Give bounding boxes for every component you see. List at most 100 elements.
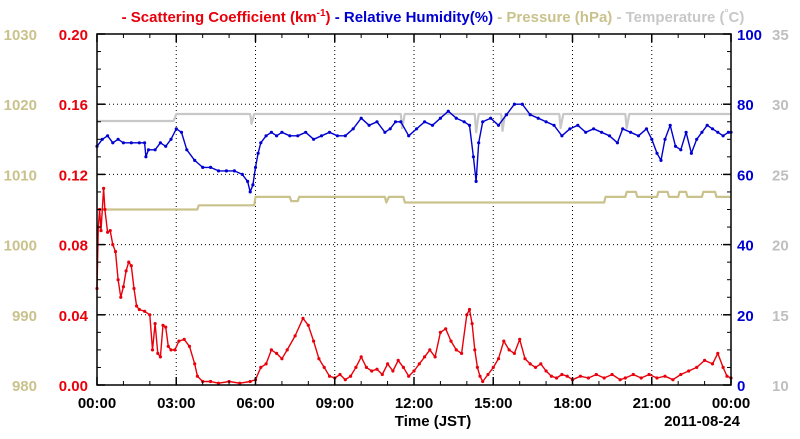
data-point-humidity [512, 102, 517, 106]
data-point-humidity [121, 141, 125, 145]
data-point-scattering [428, 348, 432, 352]
data-point-humidity [280, 130, 284, 134]
data-point-humidity [100, 137, 104, 141]
humidity-tick-label-5: 100 [737, 27, 762, 44]
data-point-humidity [275, 134, 279, 138]
data-point-scattering [116, 278, 120, 282]
data-point-humidity [216, 169, 221, 173]
data-point-humidity [568, 127, 572, 131]
temperature-tick-label-2: 20 [772, 238, 789, 255]
data-point-scattering [158, 355, 162, 359]
data-point-scattering [248, 379, 252, 384]
x-tick-label-2: 06:00 [236, 395, 274, 412]
data-point-scattering [539, 362, 543, 366]
x-tick-label-7: 21:00 [633, 395, 671, 412]
pressure-tick-label-3: 1010 [4, 167, 37, 184]
data-point-humidity [269, 130, 273, 134]
data-point-scattering [623, 376, 627, 380]
data-point-scattering [343, 378, 347, 382]
scattering-tick-label-0: 0.00 [59, 378, 88, 395]
data-point-scattering [150, 348, 155, 352]
data-point-scattering [280, 357, 284, 361]
data-point-scattering [716, 351, 720, 355]
data-point-humidity [629, 130, 633, 134]
data-point-humidity [343, 134, 347, 138]
title-part-5: - Temperature ( [616, 9, 724, 26]
data-point-scattering [380, 372, 384, 377]
data-point-humidity [153, 148, 157, 152]
series-temperature [97, 112, 731, 134]
data-point-scattering [375, 367, 379, 371]
data-point-humidity [174, 127, 178, 131]
data-point-scattering [264, 362, 268, 366]
data-point-humidity [201, 165, 205, 169]
data-point-humidity [246, 179, 250, 183]
data-point-scattering [460, 351, 464, 355]
data-point-scattering [177, 339, 181, 343]
data-point-scattering [549, 374, 554, 378]
data-point-humidity [584, 130, 588, 134]
title-part-6: ° [725, 8, 729, 19]
data-point-scattering [108, 229, 112, 233]
data-point-scattering [193, 362, 197, 366]
data-point-humidity [375, 120, 379, 124]
data-point-scattering [312, 339, 316, 343]
x-axis-label: Time (JST) [395, 413, 471, 430]
data-point-humidity [700, 130, 704, 134]
pressure-tick-label-2: 1000 [4, 238, 37, 255]
data-point-scattering [710, 362, 715, 366]
data-point-scattering [285, 348, 289, 352]
data-point-scattering [518, 337, 522, 341]
data-point-scattering [528, 362, 532, 366]
data-point-humidity [359, 116, 363, 120]
data-point-humidity [504, 113, 509, 117]
data-point-humidity [367, 123, 371, 127]
data-point-scattering [169, 348, 173, 352]
title-part-7: C) [729, 9, 745, 26]
data-point-scattering [195, 374, 199, 378]
data-point-scattering [364, 365, 368, 369]
data-point-humidity [650, 137, 654, 141]
data-point-humidity [528, 113, 532, 117]
data-point-scattering [491, 365, 495, 369]
data-point-scattering [475, 365, 479, 369]
data-point-scattering [132, 286, 136, 291]
data-point-humidity [111, 141, 115, 145]
data-point-humidity [106, 134, 110, 138]
data-point-scattering [655, 376, 659, 380]
data-point-scattering [164, 325, 168, 329]
data-point-humidity [621, 127, 625, 131]
data-point-humidity [144, 155, 148, 159]
data-point-scattering [275, 351, 279, 355]
data-point-scattering [137, 307, 141, 312]
data-point-humidity [388, 127, 392, 131]
data-point-humidity [351, 127, 355, 131]
scattering-tick-label-1: 0.04 [59, 308, 89, 325]
data-point-scattering [496, 357, 501, 361]
data-point-humidity [256, 151, 260, 155]
series-scattering [95, 186, 733, 385]
x-tick-label-3: 09:00 [316, 395, 354, 412]
series-line-humidity [96, 103, 731, 193]
x-tick-label-1: 03:00 [157, 395, 195, 412]
data-point-humidity [592, 127, 596, 131]
data-point-humidity [536, 116, 540, 120]
data-point-scattering [391, 369, 395, 373]
data-point-humidity [689, 151, 694, 155]
data-point-scattering [444, 327, 448, 331]
data-point-humidity [304, 130, 308, 134]
pressure-tick-label-0: 980 [12, 378, 37, 395]
data-point-humidity [335, 134, 339, 138]
data-point-humidity [430, 123, 435, 127]
data-point-scattering [465, 313, 469, 317]
x-tick-label-0: 00:00 [78, 395, 116, 412]
data-point-humidity [721, 134, 725, 138]
data-point-scattering [119, 295, 123, 299]
data-point-humidity [438, 116, 442, 120]
temperature-tick-label-5: 35 [772, 27, 789, 44]
data-point-scattering [156, 351, 160, 355]
data-point-humidity [544, 120, 548, 124]
data-point-humidity [164, 144, 168, 148]
title-part-1: -1 [317, 8, 326, 19]
data-point-humidity [415, 127, 419, 131]
